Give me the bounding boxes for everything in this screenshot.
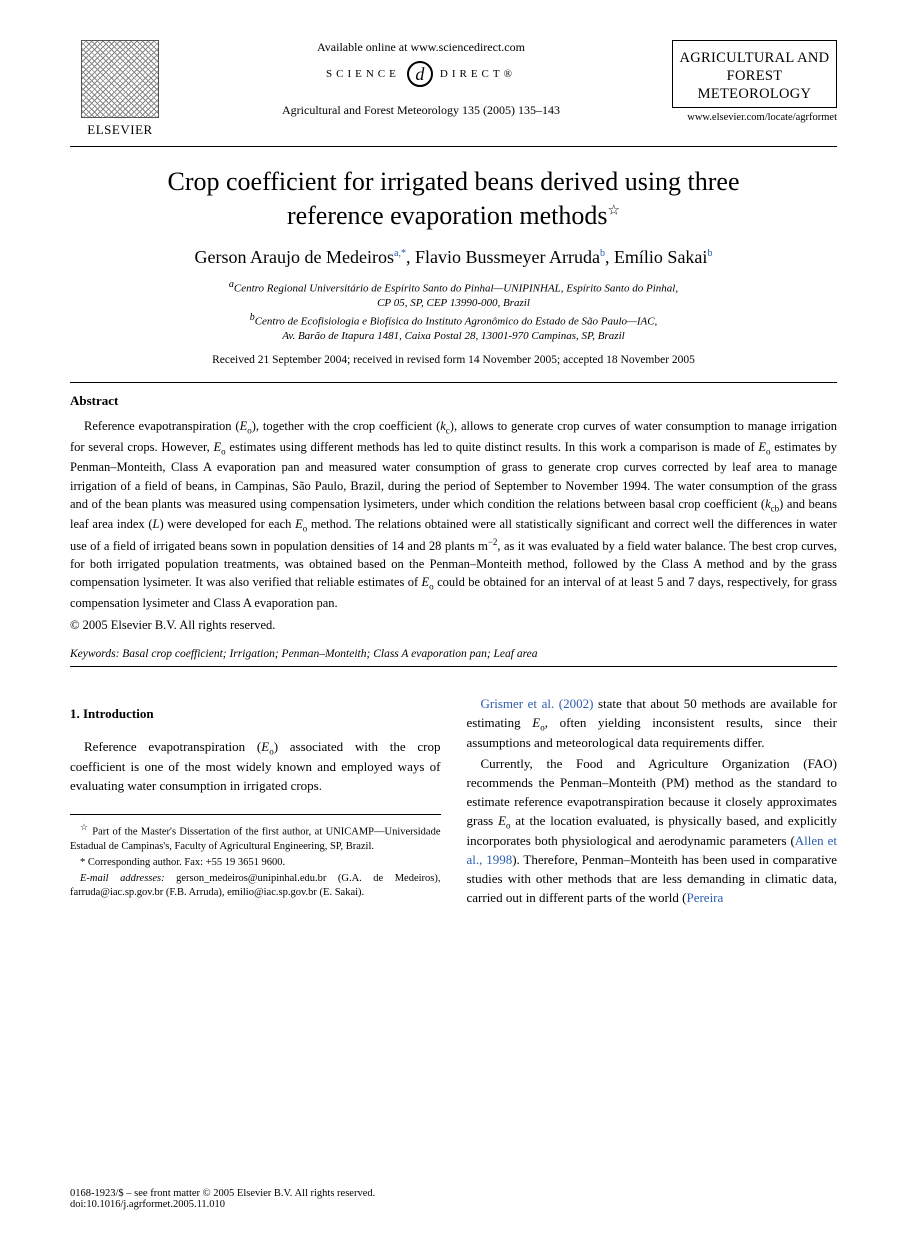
- affil-b-line2: Av. Barão de Itapura 1481, Caixa Postal …: [282, 330, 624, 342]
- column-right: Grismer et al. (2002) state that about 5…: [467, 695, 838, 910]
- footnotes-block: ☆ Part of the Master's Dissertation of t…: [70, 814, 441, 900]
- abstract-body: Reference evapotranspiration (Eo), toget…: [70, 417, 837, 634]
- affil-a-line1: Centro Regional Universitário de Espírit…: [234, 282, 678, 294]
- authors-line: Gerson Araujo de Medeirosa,*, Flavio Bus…: [70, 247, 837, 268]
- sciencedirect-logo: SCIENCE d DIRECT®: [326, 61, 516, 87]
- page-header: ELSEVIER Available online at www.science…: [70, 40, 837, 138]
- journal-url: www.elsevier.com/locate/agrformet: [672, 112, 837, 123]
- intro-heading: 1. Introduction: [70, 705, 441, 724]
- abstract-top-rule: [70, 382, 837, 383]
- keywords-label: Keywords:: [70, 648, 119, 660]
- body-columns: 1. Introduction Reference evapotranspira…: [70, 695, 837, 910]
- journal-box-wrap: AGRICULTURAL AND FOREST METEOROLOGY www.…: [672, 40, 837, 123]
- affiliations: aCentro Regional Universitário de Espíri…: [70, 278, 837, 345]
- footnote-emails: E-mail addresses: gerson_medeiros@unipin…: [70, 872, 441, 900]
- author-3: , Emílio Sakai: [605, 247, 708, 267]
- author-1: Gerson Araujo de Medeiros: [195, 247, 394, 267]
- elsevier-logo-block: ELSEVIER: [70, 40, 170, 138]
- elsevier-name: ELSEVIER: [70, 122, 170, 138]
- affil-a-line2: CP 05, SP, CEP 13990-000, Brazil: [377, 297, 530, 309]
- article-dates: Received 21 September 2004; received in …: [70, 354, 837, 366]
- available-online-text: Available online at www.sciencedirect.co…: [180, 40, 662, 55]
- sd-d-icon: d: [407, 61, 433, 87]
- header-rule: [70, 146, 837, 147]
- abstract-copyright: © 2005 Elsevier B.V. All rights reserved…: [70, 616, 837, 634]
- article-title: Crop coefficient for irrigated beans der…: [110, 165, 797, 233]
- journal-box: AGRICULTURAL AND FOREST METEOROLOGY: [672, 40, 837, 108]
- title-line2: reference evaporation methods: [287, 201, 608, 230]
- footnote-email-label: E-mail addresses:: [80, 873, 165, 884]
- abstract-bottom-rule: [70, 666, 837, 667]
- author-3-affil[interactable]: b: [707, 248, 712, 259]
- keywords-line: Keywords: Basal crop coefficient; Irriga…: [70, 648, 837, 660]
- abstract-heading: Abstract: [70, 393, 837, 409]
- footnote-corresponding: * Corresponding author. Fax: +55 19 3651…: [70, 856, 441, 870]
- column-left: 1. Introduction Reference evapotranspira…: [70, 695, 441, 910]
- intro-left-p1: Reference evapotranspiration (Eo) associ…: [70, 738, 441, 796]
- affil-b-line1: Centro de Ecofisiologia e Biofísica do I…: [255, 316, 658, 328]
- title-line1: Crop coefficient for irrigated beans der…: [167, 167, 739, 196]
- sd-left: SCIENCE: [326, 68, 400, 80]
- journal-citation: Agricultural and Forest Meteorology 135 …: [180, 103, 662, 118]
- footnote-star: ☆ Part of the Master's Dissertation of t…: [70, 821, 441, 854]
- author-1-affil[interactable]: a,: [394, 248, 401, 259]
- elsevier-tree-icon: [81, 40, 159, 118]
- abstract-text: Reference evapotranspiration (Eo), toget…: [70, 417, 837, 612]
- intro-right-p2: Currently, the Food and Agriculture Orga…: [467, 755, 838, 908]
- footer-line1: 0168-1923/$ – see front matter © 2005 El…: [70, 1188, 375, 1199]
- title-footnote-star: ☆: [607, 203, 620, 218]
- intro-right-p1: Grismer et al. (2002) state that about 5…: [467, 695, 838, 753]
- footer-line2: doi:10.1016/j.agrformet.2005.11.010: [70, 1199, 375, 1210]
- center-header: Available online at www.sciencedirect.co…: [170, 40, 672, 118]
- author-2: , Flavio Bussmeyer Arruda: [406, 247, 600, 267]
- sd-right: DIRECT®: [440, 68, 516, 80]
- journal-box-title: AGRICULTURAL AND FOREST METEOROLOGY: [677, 49, 832, 103]
- page-footer: 0168-1923/$ – see front matter © 2005 El…: [70, 1188, 375, 1210]
- keywords-text: Basal crop coefficient; Irrigation; Penm…: [119, 648, 537, 660]
